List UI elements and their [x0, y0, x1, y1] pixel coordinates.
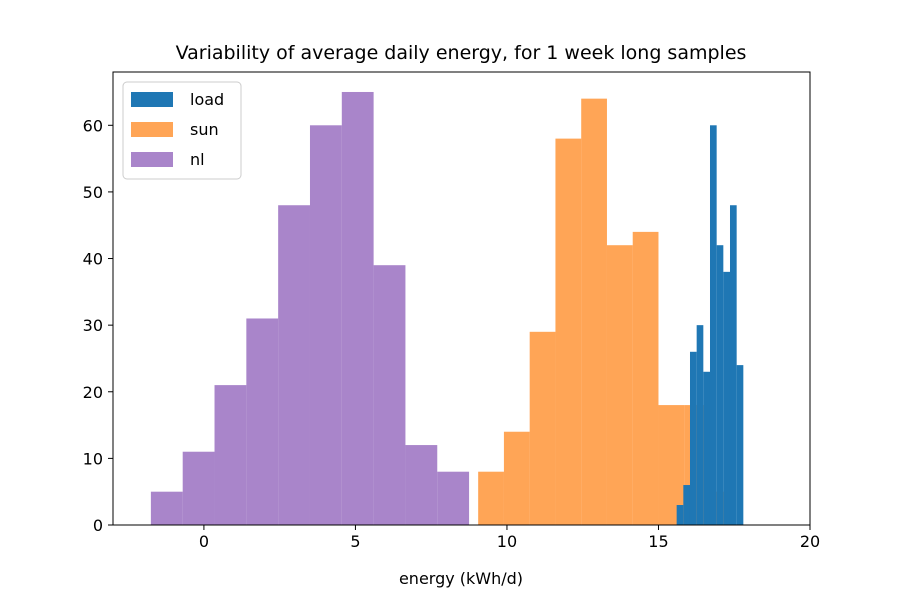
bar-nl-0	[150, 491, 183, 525]
bar-sun-0	[478, 471, 504, 525]
x-tick-label: 0	[199, 532, 209, 551]
plot-frame	[112, 71, 811, 526]
bar-load-4	[703, 371, 710, 525]
bar-sun-2	[529, 331, 556, 525]
legend-label-nl: nl	[190, 150, 205, 169]
x-axis-label: energy (kWh/d)	[399, 569, 523, 588]
bar-sun-5	[606, 245, 633, 526]
bar-nl-7	[373, 265, 406, 525]
bar-nl-4	[278, 205, 310, 525]
legend: load sun nl	[122, 81, 242, 180]
bar-load-7	[723, 271, 730, 525]
bars-layer	[150, 91, 744, 526]
bar-load-0	[676, 505, 684, 525]
bar-load-2	[689, 351, 697, 525]
legend-swatch-load	[131, 92, 173, 107]
y-tick-label: 40	[83, 250, 103, 269]
x-tick-label: 20	[800, 532, 820, 551]
bar-sun-3	[555, 138, 582, 525]
bar-nl-8	[405, 445, 438, 525]
bar-load-3	[696, 325, 704, 525]
legend-label-load: load	[190, 90, 224, 109]
chart-title: Variability of average daily energy, for…	[176, 42, 747, 64]
legend-swatch-nl	[131, 152, 173, 167]
y-tick-label: 20	[83, 383, 103, 402]
bar-sun-4	[581, 98, 607, 525]
bar-load-9	[736, 365, 744, 525]
x-tick-label: 10	[497, 532, 517, 551]
x-tick-label: 5	[350, 532, 360, 551]
y-tick-label: 50	[83, 183, 103, 202]
bar-load-5	[709, 125, 717, 525]
y-axis: 0 10 20 30 40 50 60	[83, 116, 113, 535]
bar-load-1	[683, 485, 690, 525]
x-axis: 0 5 10 15 20	[199, 525, 820, 551]
bar-nl-5	[309, 125, 342, 525]
y-tick-label: 10	[83, 449, 103, 468]
legend-label-sun: sun	[190, 120, 219, 139]
y-tick-label: 0	[93, 516, 103, 535]
bar-sun-1	[503, 431, 530, 525]
bar-load-6	[716, 245, 724, 526]
legend-swatch-sun	[131, 122, 173, 137]
y-tick-label: 30	[83, 316, 103, 335]
bar-nl-1	[182, 451, 215, 525]
x-tick-label: 15	[648, 532, 668, 551]
bar-nl-6	[341, 91, 374, 525]
y-tick-label: 60	[83, 116, 103, 135]
bar-load-8	[729, 205, 737, 525]
bar-nl-9	[437, 471, 470, 525]
bar-nl-2	[214, 385, 247, 525]
bar-sun-6	[632, 231, 659, 525]
bar-nl-3	[246, 318, 279, 525]
